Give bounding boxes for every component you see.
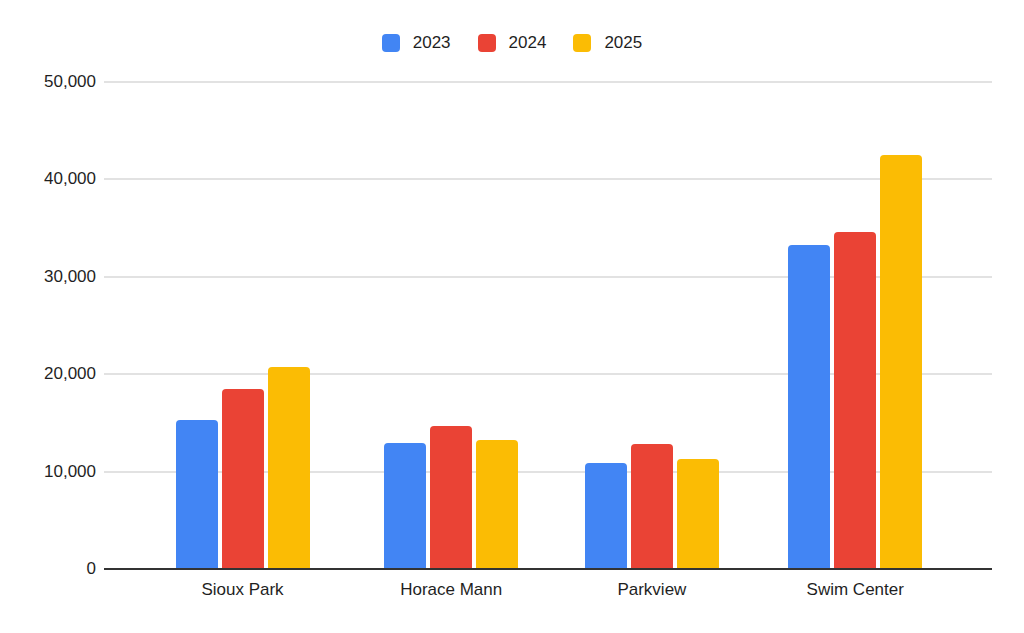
y-axis-tick-label-30,000: 30,000: [0, 267, 96, 287]
legend-item-2023[interactable]: 2023: [382, 33, 451, 53]
legend-swatch-icon: [478, 34, 496, 52]
y-axis-tick-label-40,000: 40,000: [0, 169, 96, 189]
x-axis-category-label-sioux-park: Sioux Park: [153, 580, 333, 600]
y-axis-tick-label-0: 0: [0, 559, 96, 579]
legend-label: 2024: [509, 33, 547, 53]
bar-parkview-2024[interactable]: [631, 444, 673, 569]
x-axis-category-label-parkview: Parkview: [562, 580, 742, 600]
bar-sioux-park-2023[interactable]: [176, 420, 218, 569]
legend-label: 2025: [604, 33, 642, 53]
bar-chart: 2023 2024 2025 Sioux Park Horace Mann Parkvi…: [0, 0, 1024, 633]
bar-sioux-park-2024[interactable]: [222, 389, 264, 569]
x-axis-line: [104, 568, 992, 570]
chart-legend: 2023 2024 2025: [0, 33, 1024, 53]
y-axis-tick-label-20,000: 20,000: [0, 364, 96, 384]
bar-horace-mann-2023[interactable]: [384, 443, 426, 569]
x-axis-category-label-horace-mann: Horace Mann: [361, 580, 541, 600]
bar-swim-center-2024[interactable]: [834, 232, 876, 569]
bar-horace-mann-2024[interactable]: [430, 426, 472, 569]
legend-item-2025[interactable]: 2025: [573, 33, 642, 53]
gridline-50,000: [104, 81, 992, 83]
bar-horace-mann-2025[interactable]: [476, 440, 518, 569]
bar-parkview-2025[interactable]: [677, 459, 719, 569]
legend-swatch-icon: [573, 34, 591, 52]
bar-swim-center-2025[interactable]: [880, 155, 922, 569]
bar-swim-center-2023[interactable]: [788, 245, 830, 569]
legend-item-2024[interactable]: 2024: [478, 33, 547, 53]
gridline-40,000: [104, 178, 992, 180]
legend-label: 2023: [413, 33, 451, 53]
x-axis-category-label-swim-center: Swim Center: [765, 580, 945, 600]
bar-sioux-park-2025[interactable]: [268, 367, 310, 569]
bar-parkview-2023[interactable]: [585, 463, 627, 569]
y-axis-tick-label-10,000: 10,000: [0, 462, 96, 482]
legend-swatch-icon: [382, 34, 400, 52]
y-axis-tick-label-50,000: 50,000: [0, 72, 96, 92]
